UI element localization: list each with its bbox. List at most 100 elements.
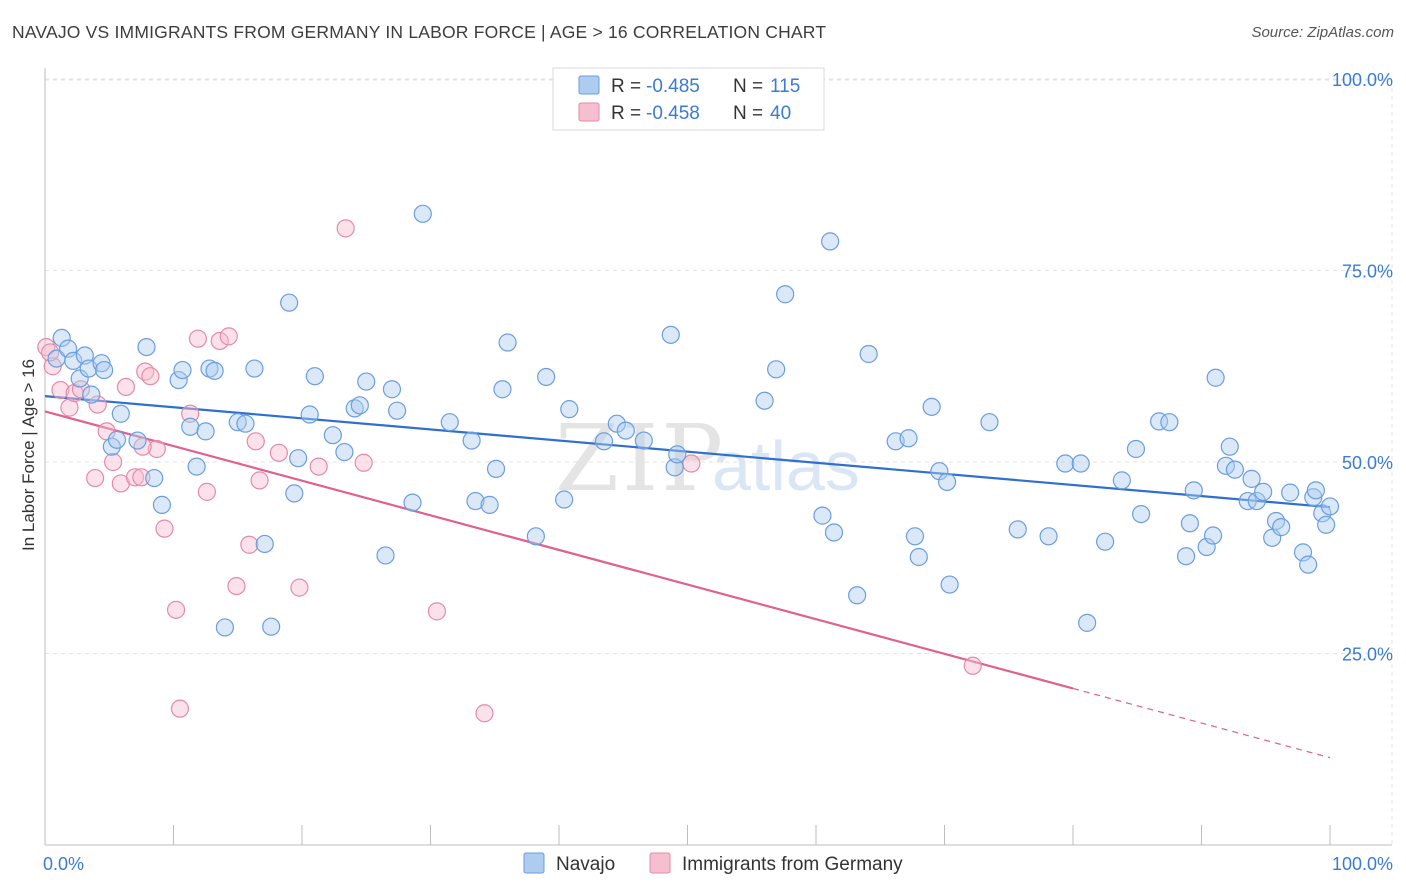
navajo-point-57 bbox=[607, 414, 626, 433]
navajo-point-60 bbox=[661, 325, 680, 344]
navajo-point-42 bbox=[387, 401, 407, 420]
germany-point-26 bbox=[240, 535, 259, 554]
navajo-point-23 bbox=[205, 361, 224, 380]
series-navajo-points bbox=[47, 204, 1340, 637]
legend-germany-label: Immigrants from Germany bbox=[682, 854, 903, 875]
germany-point-11 bbox=[116, 377, 136, 397]
navajo-point-55 bbox=[560, 400, 579, 419]
navajo-point-28 bbox=[255, 534, 274, 554]
y-tick-label-50: 50.0% bbox=[1342, 453, 1393, 473]
legend-navajo-swatch bbox=[523, 852, 545, 874]
navajo-point-54 bbox=[555, 490, 574, 509]
navajo-point-103 bbox=[1272, 518, 1291, 537]
navajo-point-37 bbox=[345, 399, 364, 418]
navajo-point-86 bbox=[1149, 412, 1169, 431]
navajo-point-3 bbox=[64, 351, 83, 370]
navajo-point-109 bbox=[1313, 504, 1332, 523]
germany-point-37 bbox=[963, 656, 982, 675]
germany-point-33 bbox=[354, 453, 373, 472]
navajo-point-40 bbox=[376, 546, 395, 565]
navajo-n-value: 115 bbox=[770, 76, 800, 97]
gridlines bbox=[45, 78, 1393, 845]
trend-lines bbox=[44, 395, 1331, 759]
navajo-point-11 bbox=[107, 430, 127, 449]
navajo-point-7 bbox=[82, 385, 101, 404]
tick-labels: 25.0% 50.0% 75.0% 100.0% 0.0% 100.0% bbox=[43, 70, 1393, 874]
navajo-point-43 bbox=[403, 493, 422, 512]
germany-point-24 bbox=[219, 327, 238, 346]
navajo-point-63 bbox=[767, 360, 786, 379]
germany-point-23 bbox=[210, 331, 229, 351]
navajo-point-78 bbox=[1039, 527, 1058, 546]
navajo-point-99 bbox=[1247, 491, 1266, 511]
navajo-point-92 bbox=[1203, 526, 1223, 545]
navajo-point-108 bbox=[1306, 481, 1325, 500]
germany-point-25 bbox=[227, 576, 246, 596]
navajo-point-18 bbox=[173, 360, 192, 380]
navajo-point-94 bbox=[1216, 456, 1236, 475]
germany-n-label: N = bbox=[733, 103, 763, 124]
navajo-r-value: -0.485 bbox=[646, 76, 700, 97]
germany-point-22 bbox=[197, 482, 217, 501]
germany-point-18 bbox=[166, 600, 186, 619]
navajo-point-59 bbox=[634, 431, 653, 450]
navajo-point-16 bbox=[152, 495, 172, 514]
germany-point-35 bbox=[475, 704, 494, 723]
navajo-point-48 bbox=[480, 495, 499, 514]
navajo-point-35 bbox=[323, 426, 342, 445]
germany-point-28 bbox=[250, 471, 269, 490]
germany-point-13 bbox=[132, 468, 151, 487]
navajo-point-96 bbox=[1225, 460, 1245, 479]
x-tick-label-min: 0.0% bbox=[43, 854, 84, 874]
navajo-point-112 bbox=[899, 429, 918, 448]
series-legend: Navajo Immigrants from Germany bbox=[523, 852, 903, 875]
watermark-atlas: atlas bbox=[712, 427, 860, 505]
navajo-point-71 bbox=[909, 547, 928, 567]
navajo-point-85 bbox=[1132, 504, 1151, 524]
navajo-point-21 bbox=[196, 422, 215, 441]
navajo-point-75 bbox=[940, 575, 959, 594]
navajo-point-52 bbox=[526, 527, 545, 546]
navajo-trend-line bbox=[44, 395, 1331, 509]
navajo-point-82 bbox=[1096, 532, 1115, 551]
legend-navajo-label: Navajo bbox=[556, 854, 615, 875]
navajo-point-50 bbox=[493, 380, 512, 399]
navajo-point-49 bbox=[486, 459, 506, 478]
y-axis-title: In Labor Force | Age > 16 bbox=[19, 359, 38, 551]
germany-point-19 bbox=[170, 699, 190, 718]
navajo-point-104 bbox=[1281, 483, 1300, 502]
navajo-point-70 bbox=[905, 527, 925, 546]
navajo-point-106 bbox=[1299, 555, 1318, 574]
navajo-point-34 bbox=[305, 367, 324, 386]
navajo-point-68 bbox=[859, 344, 878, 364]
navajo-point-14 bbox=[137, 338, 156, 357]
chart-title: NAVAJO VS IMMIGRANTS FROM GERMANY IN LAB… bbox=[12, 22, 827, 42]
watermark-zip: ZIP bbox=[555, 405, 726, 512]
navajo-point-29 bbox=[262, 617, 281, 636]
x-tick-label-max: 100.0% bbox=[1332, 854, 1393, 874]
axes bbox=[44, 68, 1392, 846]
stats-legend: R = -0.485 N = 115 R = -0.458 N = 40 bbox=[552, 67, 825, 131]
germany-trend-line bbox=[44, 410, 1074, 690]
legend-germany-swatch bbox=[649, 852, 671, 874]
germany-point-17 bbox=[155, 519, 174, 538]
navajo-point-41 bbox=[382, 380, 402, 399]
navajo-point-47 bbox=[466, 491, 485, 511]
navajo-point-26 bbox=[236, 414, 255, 433]
navajo-point-31 bbox=[285, 484, 304, 503]
navajo-point-45 bbox=[440, 413, 459, 432]
navajo-point-24 bbox=[215, 618, 234, 637]
germany-point-34 bbox=[427, 602, 447, 621]
navajo-n-label: N = bbox=[733, 76, 763, 97]
germany-swatch bbox=[578, 102, 600, 122]
navajo-point-33 bbox=[300, 405, 319, 424]
y-tick-label-25: 25.0% bbox=[1342, 645, 1393, 665]
germany-point-20 bbox=[181, 404, 200, 423]
navajo-point-15 bbox=[145, 468, 164, 488]
navajo-point-74 bbox=[937, 472, 957, 492]
navajo-r-label: R = bbox=[611, 76, 641, 97]
germany-point-6 bbox=[86, 468, 105, 488]
navajo-point-20 bbox=[187, 457, 206, 476]
navajo-point-17 bbox=[169, 370, 188, 390]
germany-point-32 bbox=[336, 219, 355, 238]
